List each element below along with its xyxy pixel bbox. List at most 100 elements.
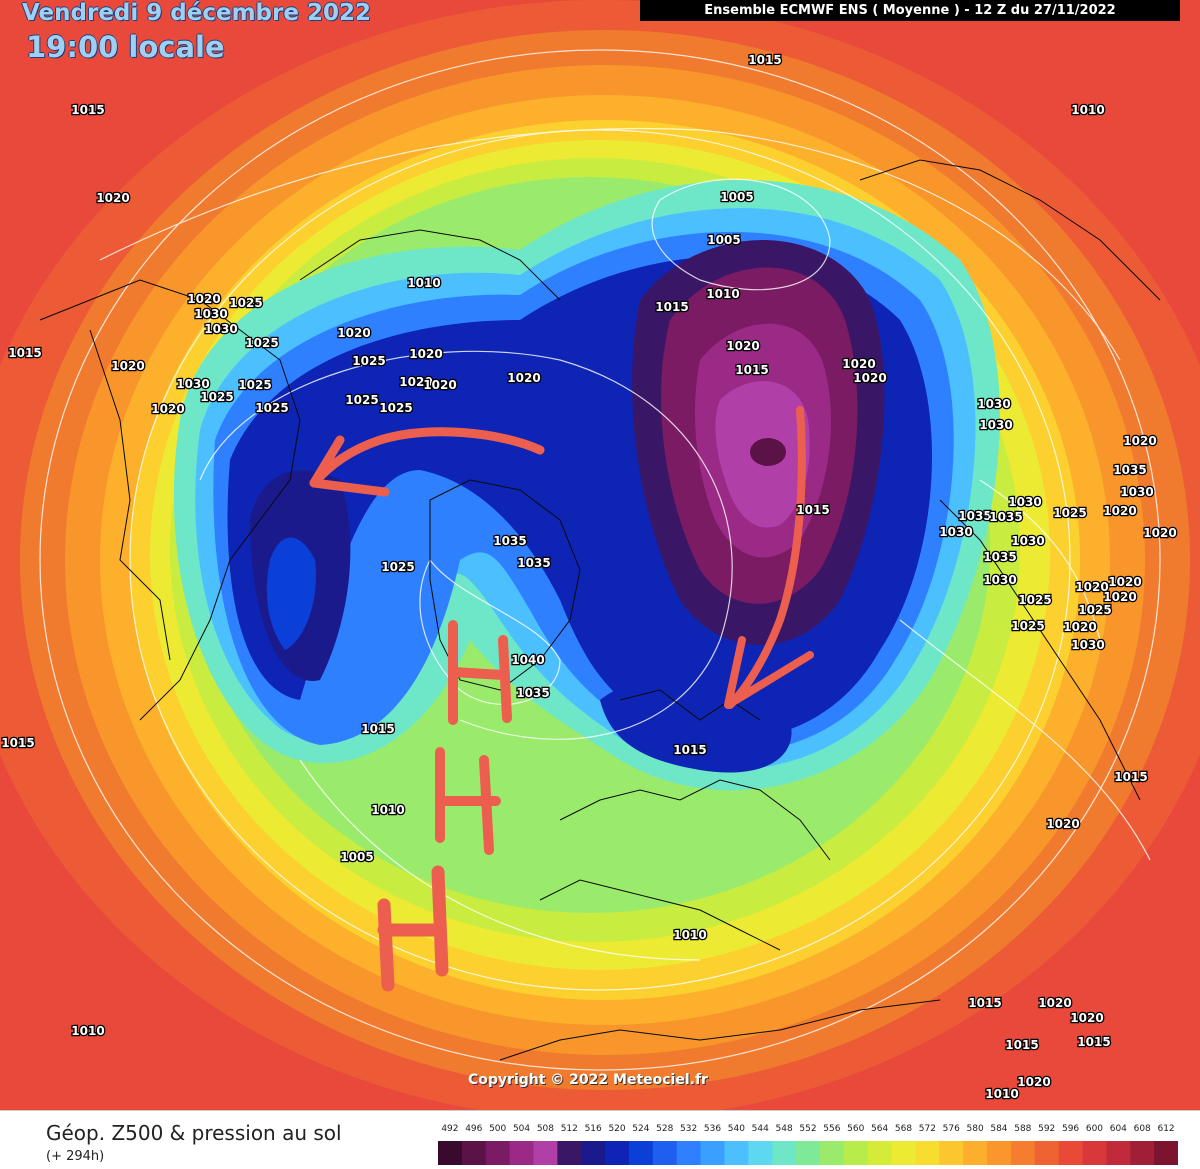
pressure-label: 1035 (958, 509, 991, 523)
legend-color-swatch (1010, 1141, 1036, 1165)
legend-color-swatch (1058, 1141, 1084, 1165)
pressure-label: 1010 (1071, 103, 1104, 117)
pressure-label: 1035 (1113, 463, 1146, 477)
legend-level-label: 600 (1086, 1124, 1103, 1134)
pressure-label: 1005 (707, 233, 740, 247)
legend-color-swatch (1034, 1141, 1060, 1165)
legend-level-label: 588 (1014, 1124, 1031, 1134)
pressure-label: 1020 (111, 359, 144, 373)
forecast-time: 19:00 locale (26, 30, 225, 64)
pressure-label: 1025 (245, 336, 278, 350)
pressure-label: 1015 (1077, 1035, 1110, 1049)
legend-level-label: 528 (656, 1124, 673, 1134)
legend-level-label: 580 (967, 1124, 984, 1134)
legend-color-swatch (605, 1141, 630, 1165)
isobar-lines (39, 49, 1161, 1071)
legend-level-label: 552 (799, 1124, 816, 1134)
legend-color-swatch (485, 1141, 511, 1165)
pressure-label: 1025 (379, 401, 412, 415)
pressure-label: 1020 (1103, 590, 1136, 604)
pressure-label: 1025 (345, 393, 378, 407)
legend-color-swatch (748, 1141, 773, 1165)
pressure-label: 1010 (985, 1087, 1018, 1101)
legend-level-label: 568 (895, 1124, 912, 1134)
pressure-label: 1025 (381, 560, 414, 574)
pressure-label: 1005 (720, 190, 753, 204)
legend-level-label: 592 (1038, 1124, 1055, 1134)
legend-color-swatch (772, 1141, 797, 1165)
legend-color-swatch (867, 1141, 893, 1165)
pressure-label: 1025 (238, 378, 271, 392)
pressure-label: 1015 (655, 300, 688, 314)
legend-level-label: 516 (585, 1124, 602, 1134)
pressure-label: 1030 (939, 525, 972, 539)
pressure-label: 1020 (726, 339, 759, 353)
legend-color-swatch (891, 1141, 916, 1165)
legend-level-label: 564 (871, 1124, 888, 1134)
pressure-label: 1030 (1008, 495, 1041, 509)
pressure-label: 1015 (748, 53, 781, 67)
pressure-label: 1025 (1053, 506, 1086, 520)
legend-level-label: 500 (489, 1124, 506, 1134)
legend-level-label: 556 (823, 1124, 840, 1134)
pressure-label: 1035 (516, 686, 549, 700)
pressure-label: 1020 (1070, 1011, 1103, 1025)
pressure-label: 1020 (409, 347, 442, 361)
legend-title: Géop. Z500 & pression au sol (46, 1121, 342, 1145)
legend-color-swatch (1082, 1141, 1107, 1165)
legend-level-label: 604 (1110, 1124, 1127, 1134)
coastlines (39, 159, 1161, 1061)
pressure-label: 1010 (371, 803, 404, 817)
arrow-westward (309, 427, 545, 488)
pressure-label: 1020 (853, 371, 886, 385)
pressure-label: 1030 (983, 573, 1016, 587)
legend-level-label: 492 (441, 1124, 458, 1134)
pressure-label: 1015 (1, 736, 34, 750)
pressure-label: 1015 (968, 996, 1001, 1010)
pressure-label: 1020 (1143, 526, 1176, 540)
pressure-label: 1025 (255, 401, 288, 415)
pressure-label: 1025 (352, 354, 385, 368)
pressure-label: 1020 (399, 375, 432, 389)
legend-color-swatch (628, 1141, 654, 1165)
legend-color-swatch (724, 1141, 749, 1165)
pressure-label: 1020 (96, 191, 129, 205)
pressure-label: 1020 (1108, 575, 1141, 589)
pressure-label: 1020 (187, 292, 220, 306)
legend-level-label: 560 (847, 1124, 864, 1134)
legend-color-swatch (915, 1141, 940, 1165)
pressure-labels: 1015 1015 1010 1020 1005 1005 1010 1015 1010 1020… (0, 52, 1178, 1103)
legend-level-label: 576 (943, 1124, 960, 1134)
legend-level-label: 520 (608, 1124, 625, 1134)
legend-level-label: 612 (1157, 1124, 1174, 1134)
legend-color-swatch (533, 1141, 558, 1165)
legend-level-label: 524 (632, 1124, 649, 1134)
high-pressure-mark-1 (448, 620, 512, 725)
pressure-label: 1020 (507, 371, 540, 385)
legend-color-swatch (796, 1141, 821, 1165)
pressure-label: 1010 (673, 928, 706, 942)
legend-bar: Géop. Z500 & pression au sol (+ 294h) 49… (0, 1110, 1200, 1169)
legend-level-label: 496 (465, 1124, 482, 1134)
pressure-label: 1020 (1063, 620, 1096, 634)
legend-color-swatch (1154, 1141, 1178, 1165)
pressure-label: 1020 (1123, 434, 1156, 448)
pressure-label: 1020 (1075, 580, 1108, 594)
pressure-label: 1030 (977, 397, 1010, 411)
legend-color-swatch (438, 1141, 463, 1165)
pressure-label: 1015 (8, 346, 41, 360)
pressure-label: 1030 (979, 418, 1012, 432)
legend-color-swatch (987, 1141, 1012, 1165)
legend-level-label: 572 (919, 1124, 936, 1134)
arrow-southward-head (724, 636, 814, 709)
pressure-label: 1015 (673, 743, 706, 757)
arrow-westward-head (309, 435, 390, 497)
pressure-label: 1020 (1038, 996, 1071, 1010)
pressure-label: 1035 (517, 556, 550, 570)
pressure-label: 1020 (1046, 817, 1079, 831)
pressure-label: 1020 (842, 357, 875, 371)
legend-subtitle: (+ 294h) (46, 1149, 105, 1164)
color-scale: 492 496 500 504 508 512 516 520 524 528 532 536 540 5… (438, 1124, 1178, 1165)
pressure-label: 1030 (1071, 638, 1104, 652)
pressure-label: 1025 (1018, 593, 1051, 607)
